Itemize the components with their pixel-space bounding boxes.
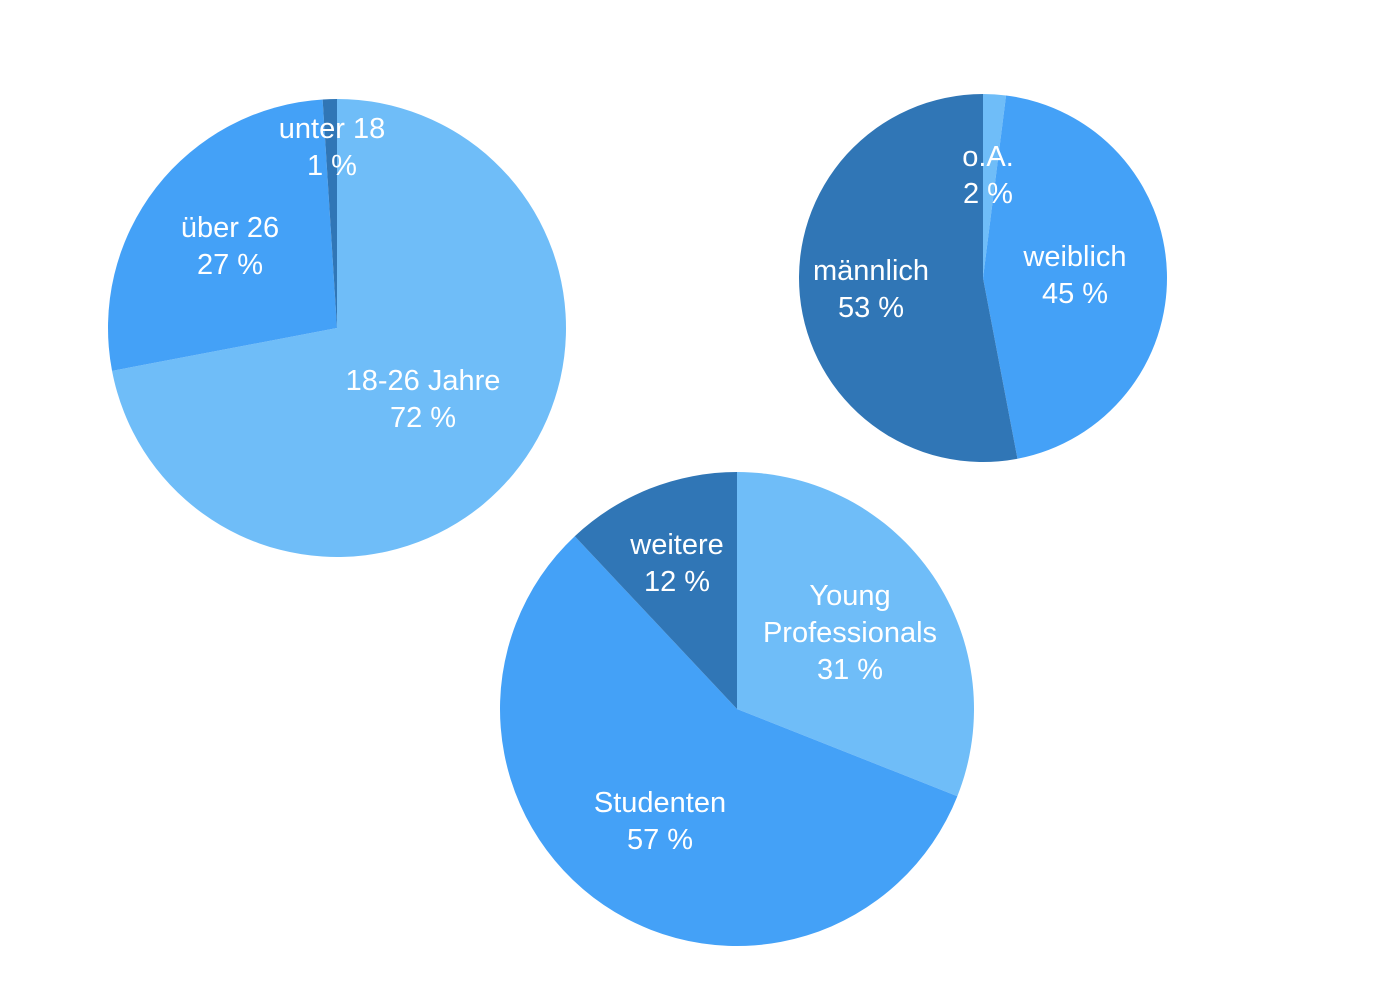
slice-label: unter 18 1 % <box>279 113 385 182</box>
slice-value-label: 57 % <box>627 824 693 856</box>
slice-category-label: Professionals <box>763 617 937 649</box>
slice-value-label: 31 % <box>817 654 883 686</box>
slice-value-label: 72 % <box>390 402 456 434</box>
slice-category-label: männlich <box>813 255 929 287</box>
slice-value-label: 1 % <box>307 150 357 182</box>
slice-label: o.A. 2 % <box>962 141 1014 210</box>
slice-label: weitere 12 % <box>629 529 724 598</box>
slice-label: Studenten 57 % <box>594 787 726 856</box>
slice-category-label: weitere <box>629 529 724 561</box>
slice-value-label: 27 % <box>197 249 263 281</box>
pie-slice <box>574 472 737 709</box>
slice-label: 18-26 Jahre 72 % <box>346 365 501 434</box>
pie-chart-gender: o.A. 2 % weiblich 45 % männlich 53 % <box>799 94 1167 462</box>
pie-slice <box>322 99 337 328</box>
slice-category-label: o.A. <box>962 141 1014 173</box>
pie-slice <box>112 99 567 557</box>
pie-chart-age: 18-26 Jahre 72 % über 26 27 % unter 18 1 % <box>108 99 567 557</box>
pie-slice <box>108 99 337 371</box>
slice-label: Young Professionals 31 % <box>763 580 937 686</box>
slice-category-label: Young <box>809 580 890 612</box>
slice-label: weiblich 45 % <box>1022 241 1126 310</box>
slice-category-label: weiblich <box>1022 241 1126 273</box>
pie-slice <box>983 95 1167 459</box>
slice-label: über 26 27 % <box>181 212 279 281</box>
slice-value-label: 12 % <box>644 566 710 598</box>
slice-value-label: 45 % <box>1042 278 1108 310</box>
slice-value-label: 2 % <box>963 178 1013 210</box>
slice-category-label: Studenten <box>594 787 726 819</box>
slice-label: männlich 53 % <box>813 255 929 324</box>
pie-slice <box>500 536 958 946</box>
slice-category-label: unter 18 <box>279 113 385 145</box>
pie-slice <box>799 94 1018 462</box>
pie-slice <box>983 94 1007 278</box>
slice-value-label: 53 % <box>838 292 904 324</box>
pie-slice <box>737 472 974 797</box>
slice-category-label: 18-26 Jahre <box>346 365 501 397</box>
pie-chart-occupation: Young Professionals 31 % Studenten 57 % weite… <box>500 472 974 946</box>
slice-category-label: über 26 <box>181 212 279 244</box>
